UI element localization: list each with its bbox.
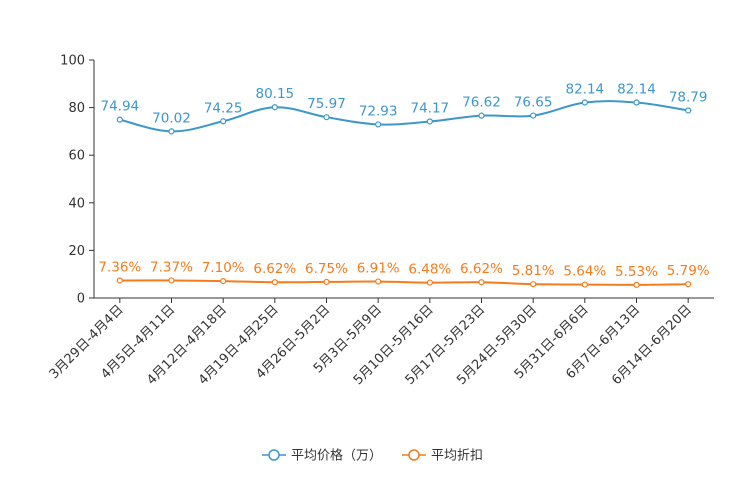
data-point[interactable] (633, 99, 640, 106)
data-label: 5.53% (615, 264, 658, 280)
data-point[interactable] (478, 112, 485, 119)
series-line (119, 100, 689, 133)
data-point[interactable] (116, 277, 123, 284)
data-point[interactable] (685, 107, 692, 114)
data-label: 74.94 (101, 99, 140, 115)
legend-item-0[interactable]: 平均价格（万） (262, 448, 382, 464)
data-label: 6.62% (253, 261, 296, 277)
data-label: 78.79 (669, 89, 708, 105)
legend-label: 平均价格（万） (291, 448, 382, 464)
data-point[interactable] (478, 279, 485, 286)
data-label: 70.02 (152, 110, 191, 126)
y-tick-label: 20 (68, 244, 85, 259)
data-label: 7.10% (202, 260, 245, 276)
data-label: 75.97 (307, 96, 346, 112)
legend-marker-icon (408, 449, 420, 461)
data-label: 5.79% (667, 263, 710, 279)
data-point[interactable] (323, 278, 330, 286)
data-point[interactable] (375, 278, 382, 285)
data-label: 6.75% (305, 261, 348, 277)
legend-marker-icon (268, 449, 280, 461)
data-label: 76.62 (462, 95, 501, 111)
data-label: 7.37% (150, 259, 193, 275)
series-1: 7.36% 7.37% 7.10% 6.62% 6.75% 6.91% 6.48% 6.62%… (98, 259, 710, 288)
data-point[interactable] (530, 112, 537, 119)
y-tick-label: 60 (68, 149, 85, 164)
y-tick-label: 80 (68, 101, 85, 116)
data-point[interactable] (168, 277, 175, 284)
data-point[interactable] (375, 121, 382, 128)
data-point[interactable] (633, 281, 640, 288)
data-point[interactable] (220, 278, 227, 285)
data-label: 74.25 (204, 100, 243, 116)
data-point[interactable] (323, 114, 330, 121)
data-point[interactable] (271, 104, 278, 111)
legend-label: 平均折扣 (431, 449, 483, 464)
data-label: 6.62% (460, 261, 503, 277)
data-point[interactable] (581, 281, 588, 288)
data-point[interactable] (426, 279, 433, 286)
data-label: 72.93 (359, 103, 398, 119)
data-point[interactable] (220, 118, 227, 125)
data-label: 6.48% (408, 262, 451, 278)
data-label: 5.64% (563, 264, 606, 280)
series-line (119, 279, 689, 286)
series-0: 74.94 70.02 74.25 80.15 75.97 72.93 74.17 76.62… (101, 82, 708, 135)
data-point[interactable] (271, 279, 278, 286)
data-point[interactable] (685, 281, 692, 288)
data-label: 7.36% (98, 259, 141, 275)
data-label: 74.17 (411, 100, 450, 116)
y-tick-label: 0 (77, 292, 85, 307)
data-point[interactable] (168, 128, 175, 135)
data-label: 6.91% (357, 261, 400, 277)
data-label: 5.81% (512, 263, 555, 279)
data-label: 82.14 (566, 82, 605, 98)
data-point[interactable] (116, 116, 123, 123)
series-layer: 74.94 70.02 74.25 80.15 75.97 72.93 74.17 76.62… (98, 82, 710, 288)
data-label: 80.15 (256, 86, 295, 102)
data-point[interactable] (426, 118, 433, 125)
legend-item-1[interactable]: 平均折扣 (402, 449, 483, 464)
data-point[interactable] (530, 281, 537, 288)
y-tick-label: 40 (68, 196, 85, 211)
data-point[interactable] (581, 99, 588, 106)
data-label: 82.14 (617, 82, 656, 98)
data-label: 76.65 (514, 95, 553, 111)
y-tick-label: 100 (60, 54, 85, 69)
legend[interactable]: 平均价格（万） 平均折扣 (262, 448, 483, 464)
